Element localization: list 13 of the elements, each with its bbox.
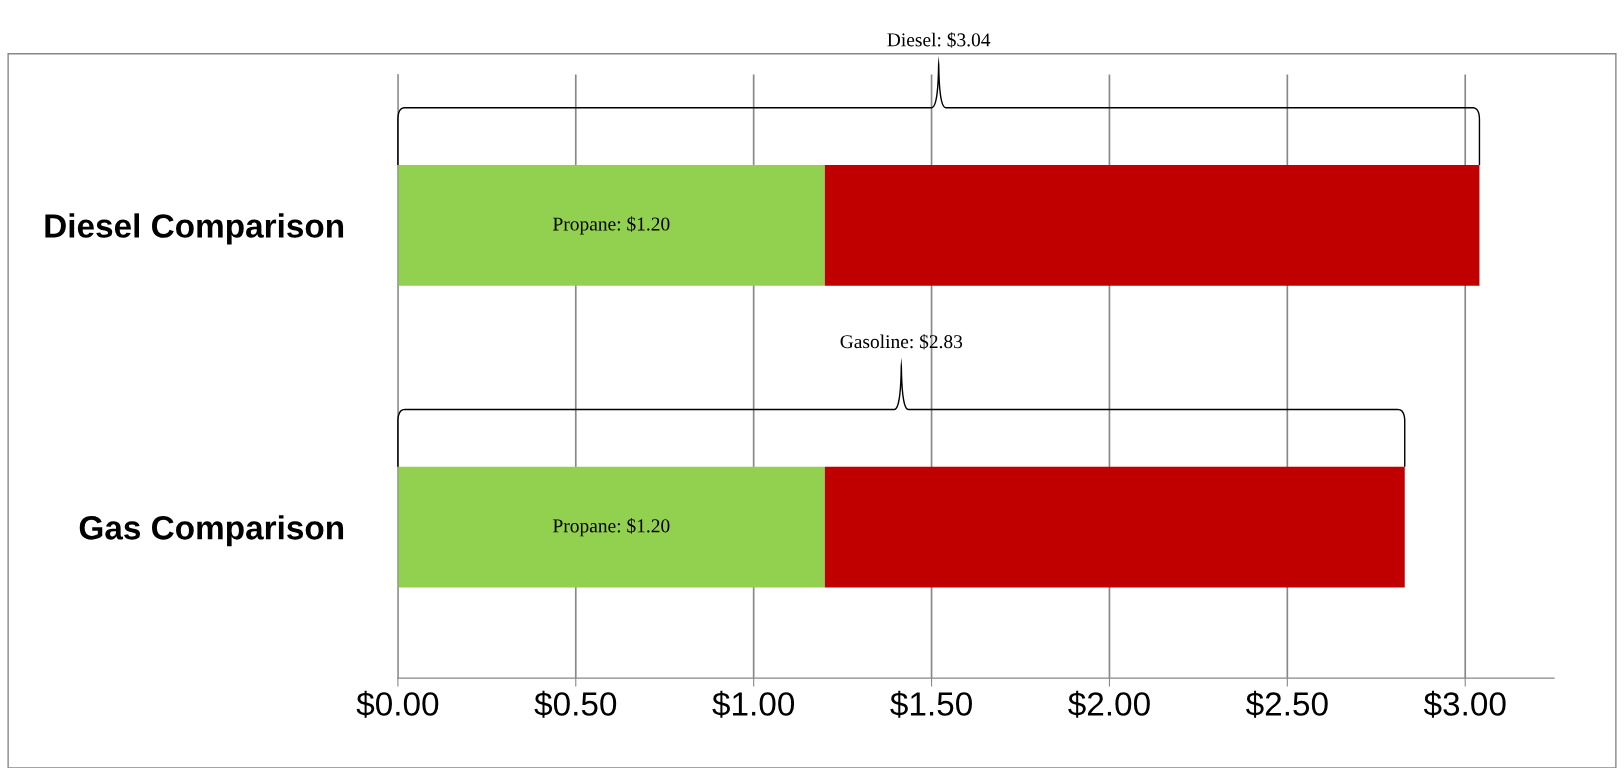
y-tick-label: Diesel Comparison xyxy=(45,213,344,245)
x-tick-label: $1.50 xyxy=(890,690,972,718)
x-tick-label: $1.00 xyxy=(712,690,795,718)
annotation: Propane: $1.20 xyxy=(553,518,670,537)
annotation: Propane: $1.20 xyxy=(553,216,670,235)
text: Diesel: $3.04 xyxy=(887,32,991,48)
x-tick-label: $0.00 xyxy=(356,690,439,718)
x-tick-label: $0.50 xyxy=(534,690,617,718)
annotation: Gasoline: $2.83 xyxy=(840,333,963,350)
x-tick-label: $3.00 xyxy=(1423,690,1506,718)
y-tick-label: Gas Comparison xyxy=(79,515,344,547)
x-tick-label: $2.00 xyxy=(1068,690,1150,718)
x-tick-label: $2.50 xyxy=(1245,690,1328,718)
